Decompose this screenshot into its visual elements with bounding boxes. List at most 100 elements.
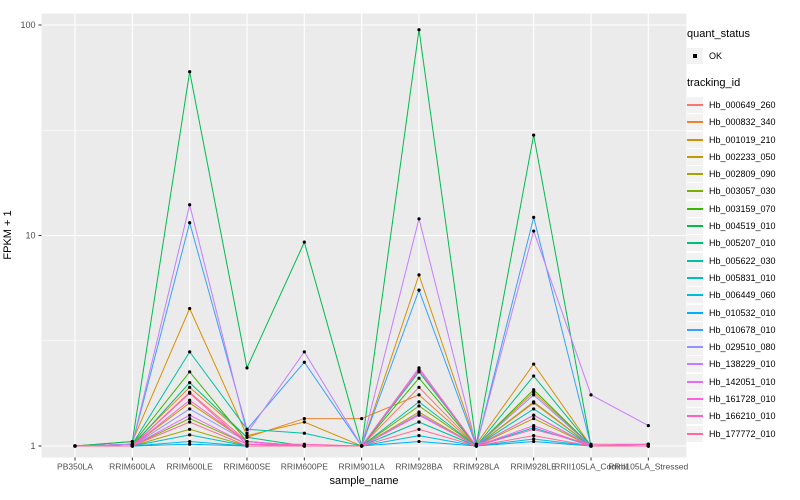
legend-item-label: Hb_000649_260 — [709, 99, 776, 110]
legend-key-box — [687, 408, 703, 425]
series-color-line-icon — [687, 242, 703, 245]
data-point — [188, 420, 192, 424]
data-point — [417, 413, 421, 417]
data-point — [130, 439, 134, 444]
data-point — [188, 427, 192, 431]
legend-key-box — [687, 339, 703, 356]
y-tick-label: 100 — [20, 20, 35, 30]
data-point — [532, 437, 536, 441]
legend-item-label: Hb_005831_010 — [709, 272, 776, 283]
data-point — [532, 439, 536, 444]
data-point — [532, 362, 536, 366]
legend-item-Hb_005207_010: Hb_005207_010 — [687, 235, 799, 252]
series-color-line-icon — [687, 415, 703, 418]
series-color-line-icon — [687, 311, 703, 314]
legend-item-label: Hb_161728_010 — [709, 393, 776, 404]
data-point — [188, 350, 192, 354]
data-point — [188, 385, 192, 389]
series-color-line-icon — [687, 346, 703, 349]
series-color-line-icon — [687, 432, 703, 435]
data-point — [417, 434, 421, 438]
legend-key-box — [687, 235, 703, 252]
legend-key-box — [687, 356, 703, 373]
series-color-line-icon — [687, 259, 703, 262]
legend-item-Hb_005831_010: Hb_005831_010 — [687, 269, 799, 286]
legend-item-Hb_166210_010: Hb_166210_010 — [687, 408, 799, 425]
data-point — [417, 427, 421, 431]
data-point — [245, 427, 249, 431]
legend-quant-status-title: quant_status — [687, 28, 750, 40]
data-point — [589, 393, 593, 397]
legend-key-box — [687, 304, 703, 321]
legend-item-label: Hb_002809_090 — [709, 169, 776, 180]
data-point — [245, 366, 249, 370]
legend-item-label: Hb_004519_010 — [709, 221, 776, 232]
series-color-line-icon — [687, 103, 703, 106]
data-point — [417, 368, 421, 372]
data-point — [302, 444, 306, 448]
legend-key-box — [687, 166, 703, 183]
legend-item-label: OK — [709, 50, 723, 61]
data-point — [188, 398, 192, 402]
legend-key-box — [687, 47, 703, 64]
series-color-line-icon — [687, 225, 703, 228]
data-point — [417, 404, 421, 408]
legend-key-box — [687, 252, 703, 269]
data-point — [532, 374, 536, 378]
x-tick-label: PB350LA — [57, 462, 93, 472]
legend-item-Hb_177772_010: Hb_177772_010 — [687, 425, 799, 442]
data-point — [188, 407, 192, 411]
legend-item-label: Hb_177772_010 — [709, 428, 776, 439]
data-point — [417, 217, 421, 221]
data-point — [646, 444, 650, 448]
data-point — [532, 427, 536, 431]
x-axis-title: sample_name — [329, 475, 399, 487]
data-point — [130, 444, 134, 448]
data-point — [532, 133, 536, 137]
y-tick-label: 10 — [25, 231, 35, 241]
legend-key-box — [687, 425, 703, 442]
series-color-line-icon — [687, 190, 703, 193]
legend-key-box — [687, 269, 703, 286]
data-point — [188, 416, 192, 421]
data-point — [360, 444, 364, 448]
data-point — [417, 376, 421, 380]
legend-item-label: Hb_005207_010 — [709, 238, 776, 249]
series-color-line-icon — [687, 380, 703, 383]
x-tick-label: RRIM600LA — [109, 462, 156, 472]
x-tick-label: RRII105LA_Stressed — [608, 462, 688, 472]
legend-item-label: Hb_029510_080 — [709, 342, 776, 353]
legend-key-box — [687, 114, 703, 131]
data-point — [589, 444, 593, 448]
series-color-line-icon — [687, 121, 703, 124]
data-point — [188, 433, 192, 437]
y-axis-title: FPKM + 1 — [2, 210, 14, 260]
series-color-line-icon — [687, 328, 703, 331]
legend-item-Hb_142051_010: Hb_142051_010 — [687, 373, 799, 390]
data-point — [474, 444, 478, 448]
legend-key-box — [687, 218, 703, 235]
data-point — [302, 240, 306, 244]
series-color-line-icon — [687, 138, 703, 141]
data-point — [188, 413, 192, 417]
data-point — [245, 431, 249, 435]
data-point — [532, 215, 536, 219]
data-point — [532, 434, 536, 438]
data-point — [532, 229, 536, 233]
data-point — [245, 435, 249, 439]
data-point — [417, 28, 421, 32]
legend-item-label: Hb_000832_340 — [709, 117, 776, 128]
data-point — [532, 388, 536, 392]
legend-item-label: Hb_002233_050 — [709, 151, 776, 162]
legend-item-Hb_006449_060: Hb_006449_060 — [687, 287, 799, 304]
x-tick-label: RRIM901LA — [339, 462, 386, 472]
data-point — [302, 416, 306, 421]
data-point — [188, 391, 192, 395]
legend-item-Hb_002233_050: Hb_002233_050 — [687, 148, 799, 165]
series-color-line-icon — [687, 276, 703, 279]
legend-key-box — [687, 287, 703, 304]
legend-key-box — [687, 96, 703, 113]
data-point — [417, 273, 421, 277]
ok-point-icon — [693, 53, 697, 58]
data-point — [646, 424, 650, 428]
